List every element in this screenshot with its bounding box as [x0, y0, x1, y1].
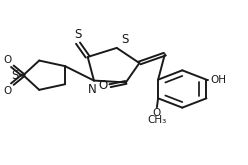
- Text: S: S: [121, 33, 128, 46]
- Text: N: N: [88, 83, 97, 96]
- Text: S: S: [12, 69, 19, 82]
- Text: O: O: [3, 86, 11, 96]
- Text: O: O: [153, 108, 161, 118]
- Text: OH: OH: [211, 75, 227, 85]
- Text: O: O: [3, 55, 11, 65]
- Text: CH₃: CH₃: [147, 115, 166, 125]
- Text: S: S: [74, 28, 82, 41]
- Text: O: O: [98, 79, 107, 92]
